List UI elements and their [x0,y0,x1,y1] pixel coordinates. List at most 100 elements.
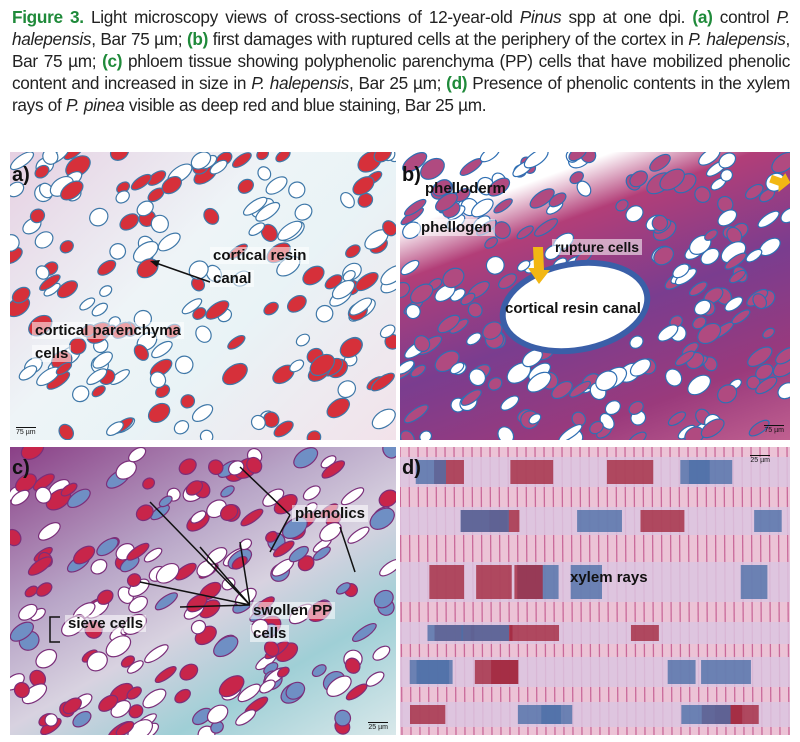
cell [128,447,147,463]
cell [485,255,505,275]
phenolic-deposit [577,510,622,532]
cell [319,522,342,542]
cell [273,493,298,515]
cell [37,522,61,541]
cell [745,248,763,263]
phenolic-deposit [429,565,465,599]
cell [309,353,335,377]
phenolic-deposit [476,565,512,599]
cell [382,220,396,237]
cell [403,198,427,217]
cell [479,152,501,163]
phenolic-deposit [740,565,768,599]
cell [255,201,281,222]
cell [154,592,178,611]
cell [321,460,346,479]
cell [86,651,108,672]
cell [500,395,520,411]
cell [157,232,181,252]
cell [119,555,140,573]
cell-texture [400,152,790,440]
cell [467,302,483,318]
annotation-canal: canal [210,270,255,287]
cell [347,526,370,544]
annotation-cortical-resin-canal: cortical resin canal [505,300,641,317]
cell [569,380,592,398]
cell [694,186,711,203]
panel-label-b: b) [402,164,421,186]
cell [34,231,54,249]
cell [96,537,119,557]
arrow-overlay [528,173,790,284]
panel-label-a: a) [12,164,30,186]
cell [352,622,377,643]
cell [697,322,722,345]
cell [218,675,245,698]
cell [405,303,421,320]
cell [419,430,433,440]
cell [10,489,30,506]
cell [60,482,78,497]
cell [349,297,373,316]
figure-label: Figure 3. [12,7,84,27]
cell [59,240,74,254]
cell [435,192,458,212]
cell [692,316,707,330]
cell [32,473,55,491]
phenolic-deposit [680,460,710,484]
cell [571,411,587,427]
cell [468,368,487,387]
cell [205,300,230,320]
cell [39,274,61,291]
cell [115,190,130,204]
cell [133,344,149,361]
caption-tag-d: (d) [446,73,468,93]
yellow-arrow-icon [769,173,790,193]
cell [629,170,648,188]
cell [29,208,46,224]
cell [674,350,695,367]
cell [115,460,137,480]
cell [136,200,154,217]
cell [98,694,119,712]
cell [293,447,319,469]
cell [126,542,150,561]
caption-species: P. halepensis [251,73,349,93]
cell [142,477,156,490]
cell [259,679,276,694]
cell [420,157,445,180]
cell [277,220,303,241]
cell-texture [400,447,790,735]
cell [315,304,334,323]
cell [402,152,428,173]
cell [534,218,559,237]
cell [206,704,229,724]
cell [15,473,37,493]
caption-text: , Bar 25 µm; [348,73,447,93]
cell [149,371,167,389]
cell [460,389,482,406]
cell [96,589,114,605]
cell [155,562,180,584]
cell [775,347,790,365]
cell [10,621,34,642]
caption-species: P. halepensis [12,7,790,49]
cell [410,364,427,378]
cell [256,152,269,161]
caption-text: , Bar 75 µm; [12,29,791,71]
cell [34,164,50,179]
cell [203,207,220,225]
cell [720,169,734,182]
cell [400,359,415,375]
cell [718,152,737,169]
cell [558,424,583,440]
cell [275,152,291,163]
cell [629,335,644,349]
cell [442,267,465,289]
cell [344,657,361,674]
phenolic-deposit [416,660,450,684]
cell [18,365,38,381]
cell [432,179,452,197]
cell [604,400,621,416]
cell [312,546,331,561]
